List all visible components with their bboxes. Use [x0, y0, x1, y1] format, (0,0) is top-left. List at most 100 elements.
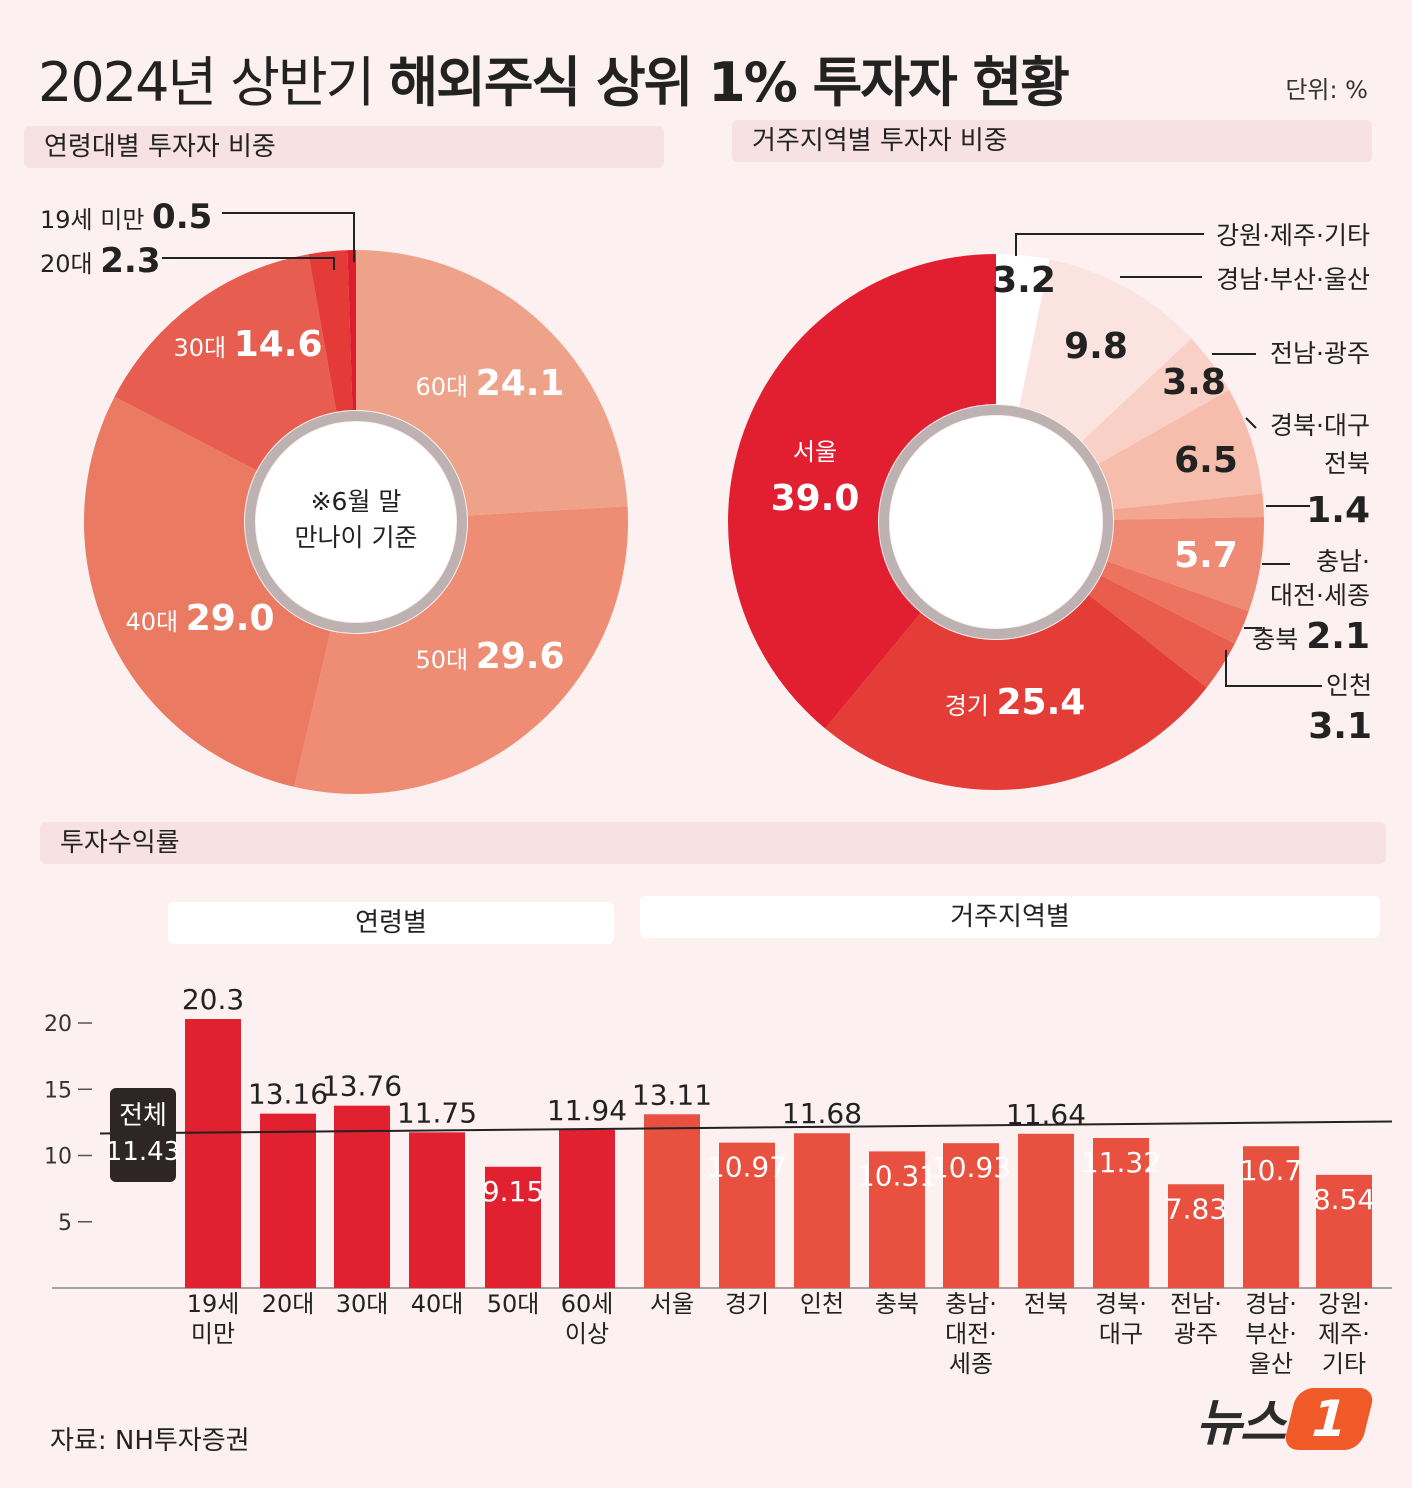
bar-7 — [719, 1142, 775, 1288]
category-label-14-2: 울산 — [1249, 1350, 1293, 1378]
ytick-label-15: 15 — [44, 1078, 72, 1103]
age-donut-inner-ring — [245, 411, 467, 633]
bar-value-label-6: 13.11 — [632, 1078, 712, 1111]
category-label-12-1: 대구 — [1099, 1320, 1143, 1348]
region-label-2: 전남·광주 — [1270, 339, 1370, 368]
bar-value-label-7: 10.97 — [707, 1151, 787, 1184]
age-leader-4 — [162, 257, 335, 270]
title-prefix: 2024년 상반기 — [38, 51, 375, 114]
region-label-5a: 충남· — [1316, 547, 1370, 576]
region-value-7: 3.1 — [1308, 706, 1372, 747]
age-slice-label-1: 50대 29.6 — [415, 636, 564, 677]
region-label-1: 경남·부산·울산 — [1216, 265, 1370, 294]
category-label-0-0: 19세 — [187, 1290, 240, 1318]
region-slice-value-1: 9.8 — [1064, 326, 1128, 367]
age-slice-label-0: 60대 24.1 — [415, 363, 564, 404]
category-label-5-0: 60세 — [561, 1290, 614, 1318]
subhead-by-region: 거주지역별 — [640, 896, 1380, 938]
region-donut-slice-1 — [1019, 259, 1192, 442]
age-donut-slice-3 — [114, 254, 337, 471]
age-center-note-0: ※6월 말 — [311, 487, 402, 516]
category-label-10-1: 대전· — [945, 1320, 997, 1348]
category-label-9-0: 충북 — [875, 1290, 919, 1318]
title-main: 해외주식 상위 1% 투자자 현황 — [388, 51, 1069, 114]
region-label-5b: 대전·세종 — [1270, 581, 1370, 610]
region-leader-0 — [1015, 233, 1204, 256]
region-donut-slice-5 — [1107, 516, 1264, 612]
bar-value-label-14: 10.7 — [1240, 1154, 1302, 1187]
region-label-3: 경북·대구 — [1270, 411, 1370, 440]
region-label-7: 인천 — [1326, 671, 1372, 700]
logo-text: 뉴스 — [1196, 1394, 1286, 1452]
page-title: 2024년 상반기 해외주식 상위 1% 투자자 현황 — [38, 38, 1070, 117]
category-label-2-0: 30대 — [336, 1290, 389, 1318]
region-donut-slice-0 — [996, 254, 1050, 407]
age-donut-slice-5 — [347, 250, 356, 411]
category-label-10-0: 충남· — [945, 1290, 997, 1318]
bar-14 — [1243, 1146, 1299, 1288]
region-donut-slice-7 — [1088, 575, 1235, 688]
bar-6 — [644, 1114, 700, 1288]
region-donut-slice-3 — [1098, 389, 1263, 510]
bar-value-label-1: 13.16 — [248, 1078, 328, 1111]
region-slice-value-3: 6.5 — [1174, 440, 1238, 481]
bar-3 — [409, 1132, 465, 1288]
region-slice-value-2: 3.8 — [1162, 362, 1226, 403]
bar-4 — [485, 1166, 541, 1288]
region-donut-slice-2 — [1082, 338, 1230, 464]
bar-value-label-3: 11.75 — [397, 1096, 477, 1129]
region-donut-slice-4 — [1113, 493, 1264, 520]
bar-1 — [260, 1113, 316, 1288]
category-label-15-0: 강원· — [1318, 1290, 1370, 1318]
category-label-0-1: 미만 — [191, 1320, 235, 1348]
category-label-1-0: 20대 — [262, 1290, 315, 1318]
region-leader-7 — [1225, 650, 1322, 687]
category-label-5-1: 이상 — [565, 1320, 609, 1348]
category-label-8-0: 인천 — [800, 1290, 844, 1318]
bar-10 — [943, 1143, 999, 1288]
category-label-10-2: 세종 — [949, 1350, 993, 1378]
region-leader-3 — [1245, 417, 1257, 429]
bar-13 — [1168, 1184, 1224, 1288]
ytick-label-20: 20 — [44, 1012, 72, 1037]
category-label-15-1: 제주· — [1318, 1320, 1370, 1348]
category-label-13-1: 광주 — [1174, 1320, 1218, 1348]
bar-value-label-0: 20.3 — [182, 983, 244, 1016]
category-label-14-1: 부산· — [1245, 1320, 1297, 1348]
bar-value-label-8: 11.68 — [782, 1097, 862, 1130]
bar-12 — [1093, 1138, 1149, 1288]
bar-0 — [185, 1019, 241, 1288]
bar-value-label-10: 10.93 — [931, 1151, 1011, 1184]
age-slice-label-3: 30대 14.6 — [173, 324, 322, 365]
region-slice-value-9: 39.0 — [771, 478, 860, 519]
bar-value-label-12: 11.32 — [1081, 1146, 1161, 1179]
unit-label: 단위: % — [1285, 76, 1368, 104]
region-slice-value-0: 3.2 — [992, 260, 1056, 301]
bar-value-label-5: 11.94 — [547, 1094, 627, 1127]
age-center-note-1: 만나이 기준 — [295, 523, 418, 552]
bar-value-label-13: 7.83 — [1165, 1192, 1227, 1225]
region-label-0: 강원·제주·기타 — [1216, 221, 1370, 250]
section-age-share: 연령대별 투자자 비중 — [24, 126, 664, 168]
bar-value-label-4: 9.15 — [482, 1175, 544, 1208]
age-slice-label-4: 20대 2.3 — [40, 241, 160, 281]
category-label-7-0: 경기 — [725, 1290, 769, 1318]
overall-average-label: 전체 — [119, 1101, 167, 1131]
age-slice-label-2: 40대 29.0 — [125, 598, 274, 639]
category-label-11-0: 전북 — [1024, 1290, 1068, 1318]
region-donut-slice-6 — [1101, 561, 1249, 644]
region-slice-label-8: 경기 25.4 — [945, 682, 1086, 723]
category-label-4-0: 50대 — [487, 1290, 540, 1318]
region-donut-slice-9 — [727, 254, 996, 729]
region-label-6: 충북 2.1 — [1252, 616, 1370, 657]
age-donut-slice-2 — [83, 396, 331, 787]
bar-5 — [559, 1129, 615, 1288]
age-leader-5 — [222, 212, 355, 262]
ytick-label-10: 10 — [44, 1145, 72, 1170]
overall-average-value: 11.43 — [106, 1137, 180, 1167]
subhead-by-age: 연령별 — [168, 902, 614, 944]
overall-average-box — [110, 1088, 176, 1182]
source-note: 자료: NH투자증권 — [50, 1426, 250, 1456]
